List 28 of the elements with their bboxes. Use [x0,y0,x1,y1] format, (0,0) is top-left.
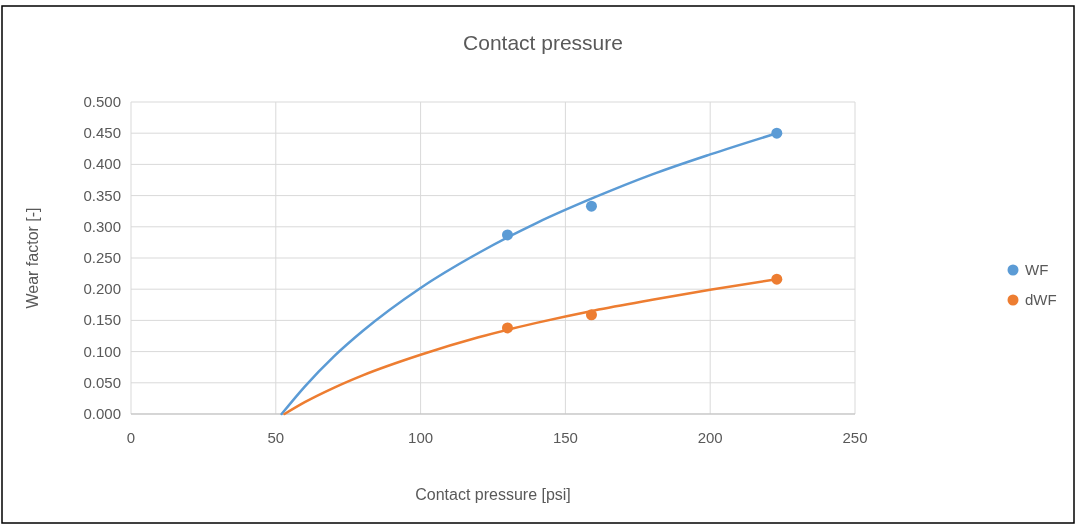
x-axis-title: Contact pressure [psi] [415,486,571,503]
y-tick-label: 0.500 [83,93,121,110]
y-tick-label: 0.200 [83,280,121,298]
legend-label: dWF [1025,291,1057,308]
point [585,200,597,212]
y-tick-label: 0.250 [83,249,121,266]
legend-label: WF [1025,261,1049,278]
x-tick-label: 0 [126,429,136,446]
x-tick-label: 150 [552,429,578,446]
x-tick-label: 200 [697,429,723,446]
y-tick-label: 0.450 [83,124,121,142]
y-tick-label: 0.400 [83,155,121,173]
y-tick-label: 0.300 [83,217,121,235]
y-tick-label: 0.150 [83,311,121,329]
point [501,322,513,334]
chart-title: Contact pressure [463,31,623,54]
point [501,229,513,241]
y-axis-title: Wear factor [-] [24,207,41,309]
point [585,309,597,321]
point [771,127,783,139]
x-tick-label: 100 [408,429,434,446]
point [771,273,783,285]
x-tick-label: 50 [267,429,285,446]
y-tick-label: 0.350 [83,186,121,204]
y-tick-label: 0.100 [83,342,121,360]
y-tick-label: 0.050 [83,373,121,391]
y-tick-label: 0.000 [83,405,121,422]
x-tick-label: 250 [842,429,868,446]
